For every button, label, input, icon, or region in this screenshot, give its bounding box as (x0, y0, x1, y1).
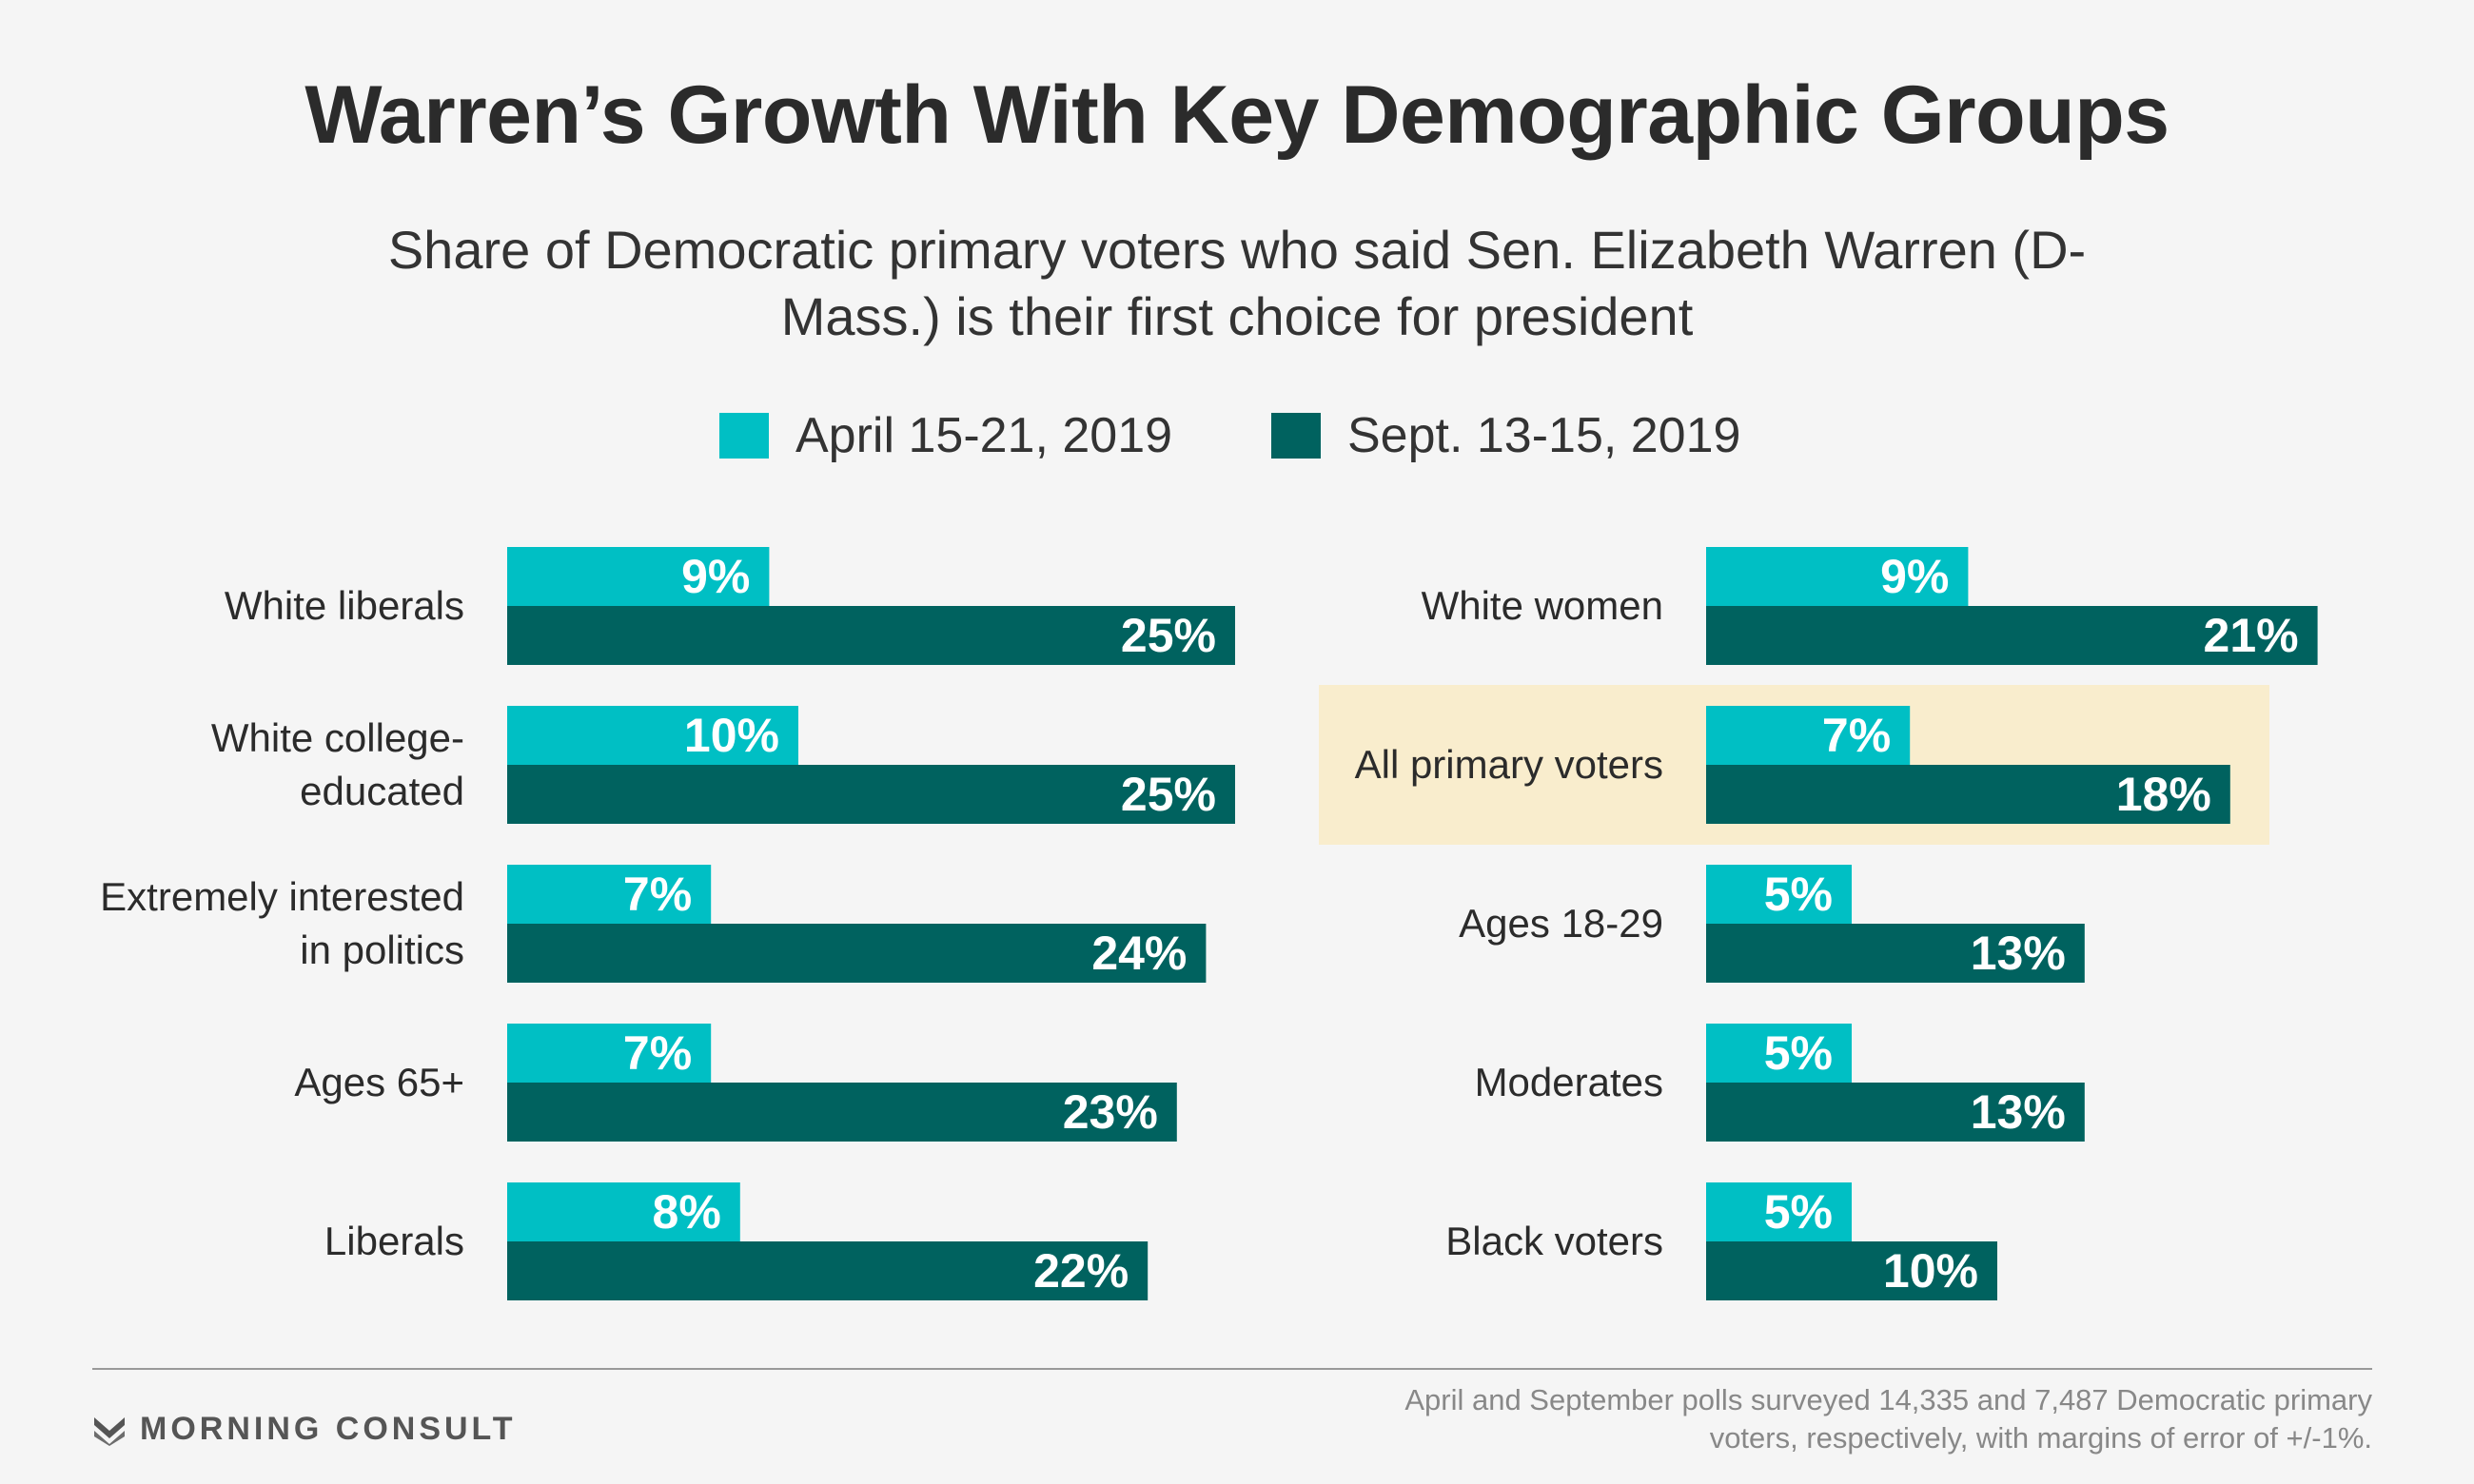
data-label-april: 7% (1822, 709, 1891, 762)
category-label: Black voters (1445, 1219, 1663, 1263)
legend-label-sept: Sept. 13-15, 2019 (1347, 408, 1741, 463)
category-label: Moderates (1475, 1060, 1663, 1104)
data-label-april: 7% (623, 868, 692, 921)
legend-swatch-april (719, 413, 769, 459)
data-label-sept: 25% (1121, 609, 1216, 662)
bar-sept (1706, 606, 2318, 665)
chart-subtitle: Share of Democratic primary voters who s… (387, 220, 2087, 346)
bar-sept (1706, 924, 2085, 983)
category-label-line: Moderates (1475, 1060, 1663, 1104)
bar-sept (507, 1241, 1149, 1300)
data-label-april: 7% (623, 1026, 692, 1080)
data-label-sept: 24% (1091, 927, 1187, 980)
legend-label-april: April 15-21, 2019 (795, 408, 1173, 463)
category-label-line: All primary voters (1355, 742, 1663, 787)
category-label: Extremely interested in politics (100, 874, 464, 972)
category-label-line: Extremely interested (100, 874, 464, 919)
category-label: Liberals (324, 1219, 464, 1263)
bar-april (1706, 1182, 1852, 1241)
category-label-line: Ages 18-29 (1459, 901, 1663, 946)
bar-sept (1706, 1241, 1997, 1300)
data-label-sept: 10% (1883, 1244, 1978, 1298)
category-label-line: Liberals (324, 1219, 464, 1263)
data-label-april: 9% (681, 550, 750, 603)
category-label: White liberals (225, 583, 464, 628)
bar-april (507, 547, 770, 606)
data-label-sept: 21% (2204, 609, 2299, 662)
category-label-line: Black voters (1445, 1219, 1663, 1263)
data-label-april: 5% (1764, 1026, 1833, 1080)
category-label-line: White college- (211, 715, 464, 760)
bar-sept (507, 765, 1235, 824)
bar-april (1706, 706, 1911, 765)
category-label-line: in politics (300, 928, 464, 972)
data-label-april: 10% (684, 709, 779, 762)
data-label-sept: 25% (1121, 768, 1216, 821)
bar-sept (507, 1083, 1177, 1142)
category-label: All primary voters (1355, 742, 1663, 787)
bar-april (507, 1182, 740, 1241)
bar-sept (1706, 765, 2230, 824)
data-label-sept: 13% (1971, 927, 2066, 980)
bar-sept (507, 606, 1235, 665)
morning-consult-logo-icon (94, 1417, 125, 1446)
bar-april (507, 706, 798, 765)
category-label-line: White liberals (225, 583, 464, 628)
data-label-sept: 22% (1033, 1244, 1129, 1298)
data-label-sept: 23% (1063, 1085, 1158, 1139)
data-label-april: 8% (653, 1185, 721, 1239)
category-label-line: White women (1422, 583, 1663, 628)
bar-april (507, 1024, 712, 1083)
legend-swatch-sept (1271, 413, 1321, 459)
chart-title: Warren’s Growth With Key Demographic Gro… (304, 69, 2170, 161)
data-label-sept: 13% (1971, 1085, 2066, 1139)
data-label-sept: 18% (2116, 768, 2211, 821)
footnote: April and September polls surveyed 14,33… (1404, 1383, 2372, 1455)
data-label-april: 9% (1880, 550, 1949, 603)
bar-sept (1706, 1083, 2085, 1142)
bar-april (1706, 1024, 1852, 1083)
bar-april (507, 865, 712, 924)
data-label-april: 5% (1764, 1185, 1833, 1239)
bar-sept (507, 924, 1207, 983)
category-label: White college-educated (211, 715, 464, 813)
category-label: White women (1422, 583, 1663, 628)
bar-april (1706, 547, 1969, 606)
category-label: Ages 65+ (294, 1060, 464, 1104)
category-label-line: Ages 65+ (294, 1060, 464, 1104)
category-label-line: educated (300, 769, 464, 813)
logo-text: MORNING CONSULT (140, 1411, 517, 1447)
data-label-april: 5% (1764, 868, 1833, 921)
category-label: Ages 18-29 (1459, 901, 1663, 946)
bar-april (1706, 865, 1852, 924)
footer-divider (92, 1368, 2372, 1370)
